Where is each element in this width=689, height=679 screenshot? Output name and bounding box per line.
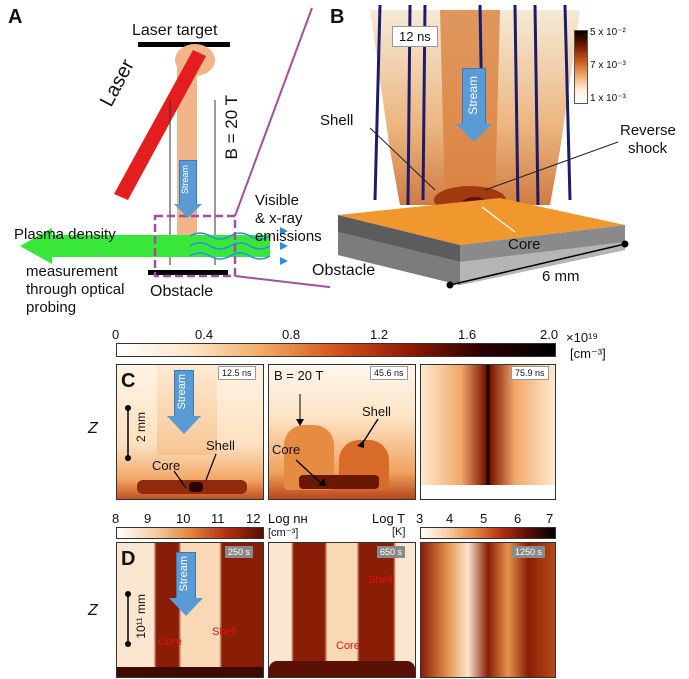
panel-d-shell-label: Shell [212, 626, 237, 638]
cbar-c-unit-line1: ×10¹⁹ [566, 330, 598, 345]
emissions-line2: & x-ray [255, 210, 303, 227]
panel-b-time: 12 ns [392, 26, 438, 47]
cbar-d-right-tick-0: 3 [416, 511, 424, 526]
panel-c-scale-bar [125, 405, 131, 461]
cbar-d-right-tick-1: 4 [446, 511, 454, 526]
panel-c-letter: C [121, 370, 136, 392]
panel-d2-shell-label: Shell [368, 574, 393, 586]
panel-d-scale-bar [125, 591, 131, 647]
panel-c-frame-2 [268, 364, 416, 500]
reverse-shock-line1: Reverse [620, 122, 676, 139]
panel-d2-core-label: Core [336, 640, 360, 652]
panel-d-z-label: Z [88, 602, 98, 619]
panel-c-annotation-arrows [173, 394, 379, 489]
panel-a-obstacle-label: Obstacle [150, 283, 214, 300]
cbar-d-nh-line2: [cm⁻³] [268, 527, 299, 539]
b-field-label: B = 20 T [222, 95, 241, 160]
panel-b-colorbar [574, 30, 588, 104]
panel-b-letter: B [330, 6, 345, 28]
cbar-c-unit-line2: [cm⁻³] [570, 346, 606, 361]
panel-c-colorbar [116, 343, 556, 357]
cbar-d-left-tick-2: 10 [176, 511, 191, 526]
panel-c2-shell-label: Shell [362, 404, 391, 419]
panel-c-frame-3 [420, 364, 556, 500]
panel-d-time-2: 650 s [377, 546, 406, 558]
panel-b-cbar-top: 5 x 10⁻² [590, 27, 626, 38]
panel-d-temperature-colorbar [420, 527, 556, 539]
cbar-d-t-line2: [K] [392, 526, 406, 538]
panel-c-time-1: 12.5 ns [218, 366, 256, 380]
panel-c-core-label: Core [152, 458, 181, 473]
panel-d-frame-3 [420, 542, 556, 678]
panel-c-shell-label: Shell [206, 438, 235, 453]
cbar-c-tick-3: 1.2 [370, 327, 389, 342]
cbar-c-tick-0: 0 [112, 327, 120, 342]
cbar-d-left-tick-3: 11 [211, 511, 225, 526]
cbar-d-left-tick-4: 12 [246, 511, 261, 526]
panel-a-letter: A [8, 6, 23, 28]
probe-line4: probing [26, 299, 77, 316]
cbar-d-nh-line1: Log nʜ [268, 511, 308, 526]
emissions-line1: Visible [255, 192, 299, 209]
panel-d-scale-label: 10¹¹ mm [134, 594, 148, 639]
cbar-d-left-tick-0: 8 [112, 511, 120, 526]
laser-target-label: Laser target [132, 22, 218, 39]
panel-d-core-label: Core [158, 636, 182, 648]
panel-b-scale-label: 6 mm [542, 268, 580, 285]
panel-d-density-colorbar [116, 527, 264, 539]
panel-b-core-label: Core [508, 236, 541, 253]
panel-d-letter: D [121, 548, 136, 570]
cbar-d-right-tick-3: 6 [514, 511, 522, 526]
panel-b-stream-label: Stream [466, 76, 480, 115]
panel-c-z-label: Z [88, 420, 98, 437]
panel-b-shell-label: Shell [320, 112, 354, 129]
panel-d-time-3: 1250 s [512, 546, 546, 558]
probe-line2: measurement [26, 263, 118, 280]
panel-c-time-3: 75.9 ns [511, 366, 549, 380]
panel-a-stream-label: Stream [180, 165, 190, 195]
cbar-c-tick-5: 2.0 [540, 327, 559, 342]
emissions-line3: emissions [255, 228, 322, 245]
panel-c2-core-label: Core [272, 442, 301, 457]
panel-d-frame-2 [268, 542, 416, 678]
panel-c-bfield-label: B = 20 T [274, 368, 324, 383]
cbar-c-tick-4: 1.6 [458, 327, 477, 342]
panel-b-3d-render [338, 4, 629, 289]
cbar-c-tick-1: 0.4 [195, 327, 214, 342]
panel-d-stream-label: Stream [178, 556, 190, 592]
cbar-d-t-line1: Log T [372, 511, 406, 526]
probe-line3: through optical [26, 281, 125, 298]
reverse-shock-line2: shock [628, 140, 668, 157]
cbar-c-tick-2: 0.8 [282, 327, 301, 342]
panel-b-cbar-bot: 1 x 10⁻³ [590, 93, 626, 104]
cbar-d-left-tick-1: 9 [144, 511, 152, 526]
panel-b-cbar-mid: 7 x 10⁻³ [590, 60, 626, 71]
probe-line1: Plasma density [14, 226, 116, 243]
cbar-d-right-tick-4: 7 [546, 511, 554, 526]
panel-d-time-1: 250 s [225, 546, 254, 558]
panel-b-obstacle-label: Obstacle [312, 262, 376, 279]
panel-c-time-2: 45.6 ns [370, 366, 408, 380]
cbar-d-right-tick-2: 5 [480, 511, 488, 526]
